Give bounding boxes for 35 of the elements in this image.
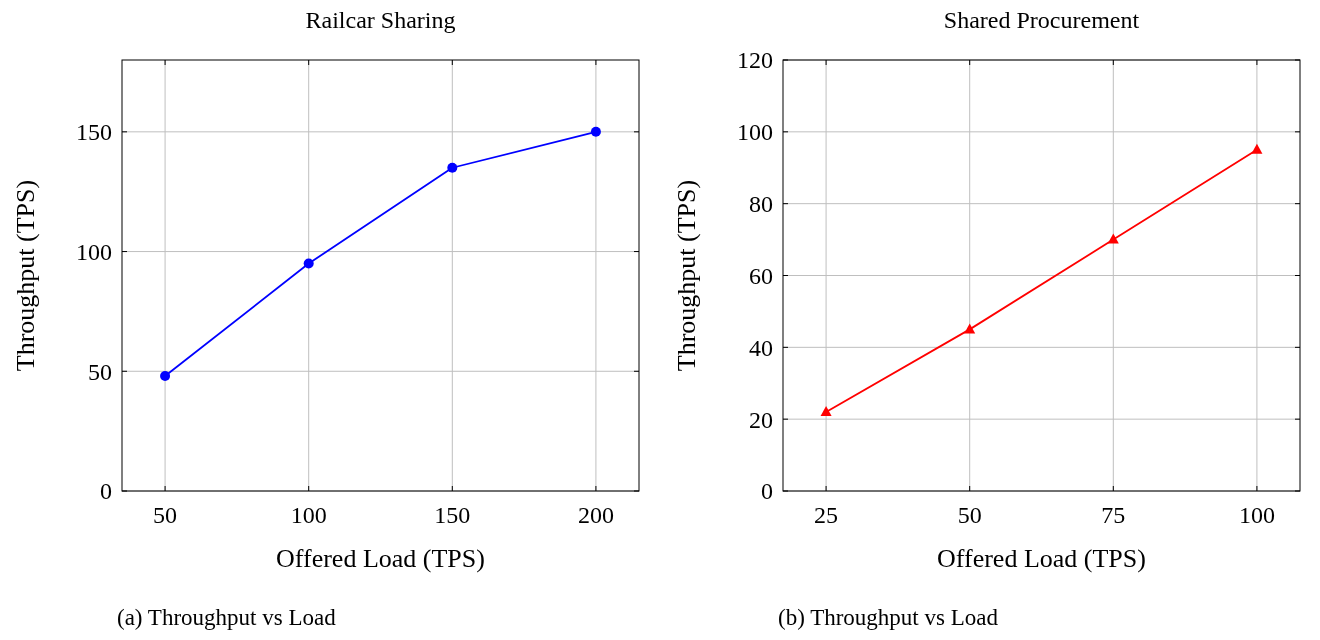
point [303,258,314,269]
point [1107,233,1119,244]
text: (b) Throughput vs Load [778,605,999,630]
x-tick-label: 150 [434,502,471,528]
x-tick-label: 100 [290,502,327,528]
x-tick-label: 50 [153,502,178,528]
point [447,162,458,173]
y-tick-label: 20 [749,406,773,433]
y-tick-label: 150 [76,119,112,146]
chart-title: Railcar Sharing [305,7,456,33]
y-tick-label: 0 [761,478,773,505]
x-tick-label: 100 [1238,502,1275,528]
point [1251,143,1263,154]
x-tick-label: 25 [814,502,839,528]
x-tick-label: 200 [577,502,614,528]
x-tick-label: 75 [1101,502,1126,528]
y-tick-label: 40 [749,334,773,361]
y-tick-label: 100 [737,119,773,146]
y-tick-label: 60 [749,262,773,289]
y-tick-label: 0 [100,478,112,505]
x-axis-title: Offered Load (TPS) [937,544,1146,573]
y-tick-label: 120 [737,47,773,74]
text: (a) Throughput vs Load [117,605,337,630]
point [820,405,832,416]
y-tick-label: 80 [749,191,773,218]
x-axis-title: Offered Load (TPS) [276,544,485,573]
y-tick-label: 100 [76,238,112,265]
chart-title: Shared Procurement [943,7,1140,33]
y-axis-title: Throughput (TPS) [672,179,701,372]
point [964,323,976,334]
y-tick-label: 50 [88,358,112,385]
x-tick-label: 50 [957,502,982,528]
point [160,371,171,382]
point [590,126,601,137]
y-axis-title: Throughput (TPS) [11,179,40,372]
